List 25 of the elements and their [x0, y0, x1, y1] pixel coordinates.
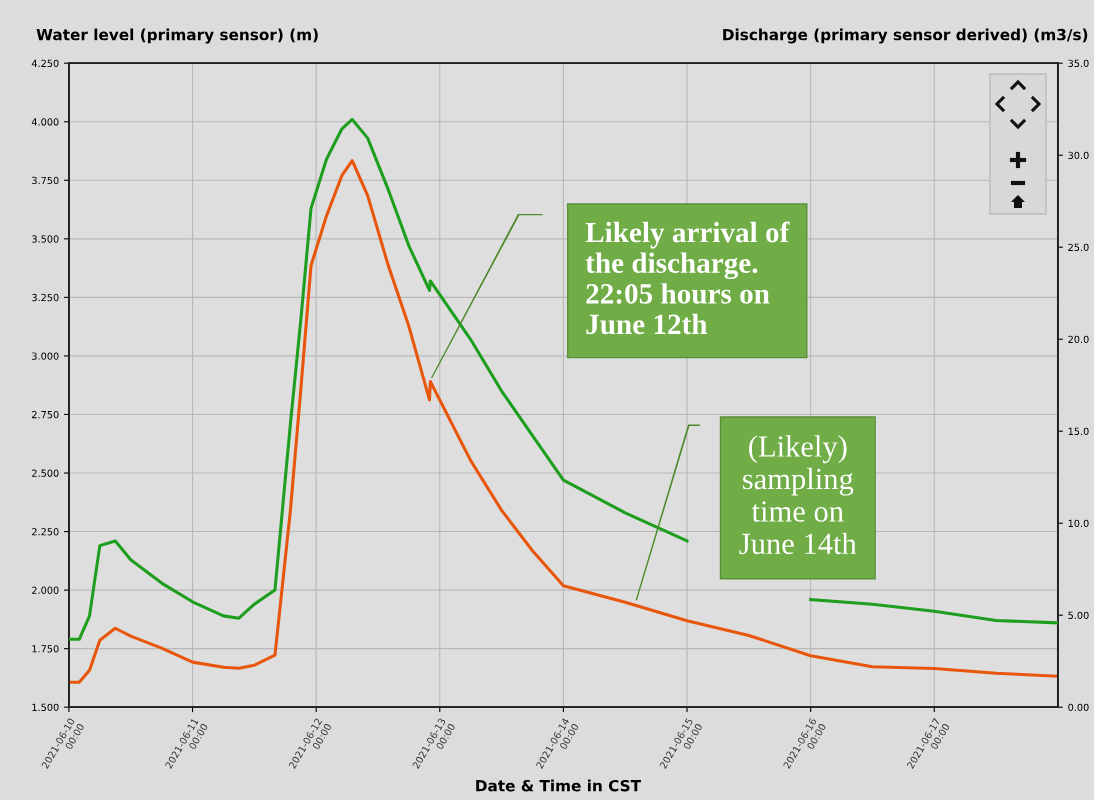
y-tick-label: 2.250 [32, 528, 59, 536]
x-axis-title: Date & Time in CST [476, 779, 641, 792]
y2-tick-label: 0.00 [1068, 703, 1089, 712]
y-tick-label: 1.500 [32, 703, 59, 712]
y2-tick-label: 15.0 [1068, 427, 1089, 436]
y-tick-label: 3.750 [32, 176, 59, 185]
y2-tick-label: 20.0 [1068, 335, 1089, 344]
y-tick-label: 1.750 [32, 645, 59, 653]
y-tick-label: 3.500 [32, 235, 59, 243]
annotation: Likely arrival of the discharge. 22:05 hours on June 12th [585, 221, 790, 335]
y-axis-title: Water level (primary sensor) (m) [36, 28, 318, 44]
y2-tick-label: 30.0 [1068, 151, 1089, 160]
annotation: (Likely) sampling time on June 14th [739, 435, 857, 555]
y-tick-label: 3.000 [32, 352, 59, 360]
y-tick-label: 2.000 [32, 586, 59, 594]
y-tick-label: 4.250 [31, 59, 59, 68]
y-tick-label: 3.250 [32, 293, 59, 302]
y-tick-label: 2.750 [32, 410, 59, 419]
y2-axis-title: Discharge (primary sensor derived) (m3/s) [723, 28, 1088, 44]
y2-tick-label: 5.00 [1068, 611, 1089, 620]
y-tick-label: 4.000 [31, 118, 59, 126]
y2-tick-label: 25.0 [1068, 243, 1089, 252]
y2-tick-label: 35.0 [1068, 59, 1089, 68]
y-tick-label: 2.500 [32, 469, 59, 477]
y2-tick-label: 10.0 [1068, 519, 1089, 528]
